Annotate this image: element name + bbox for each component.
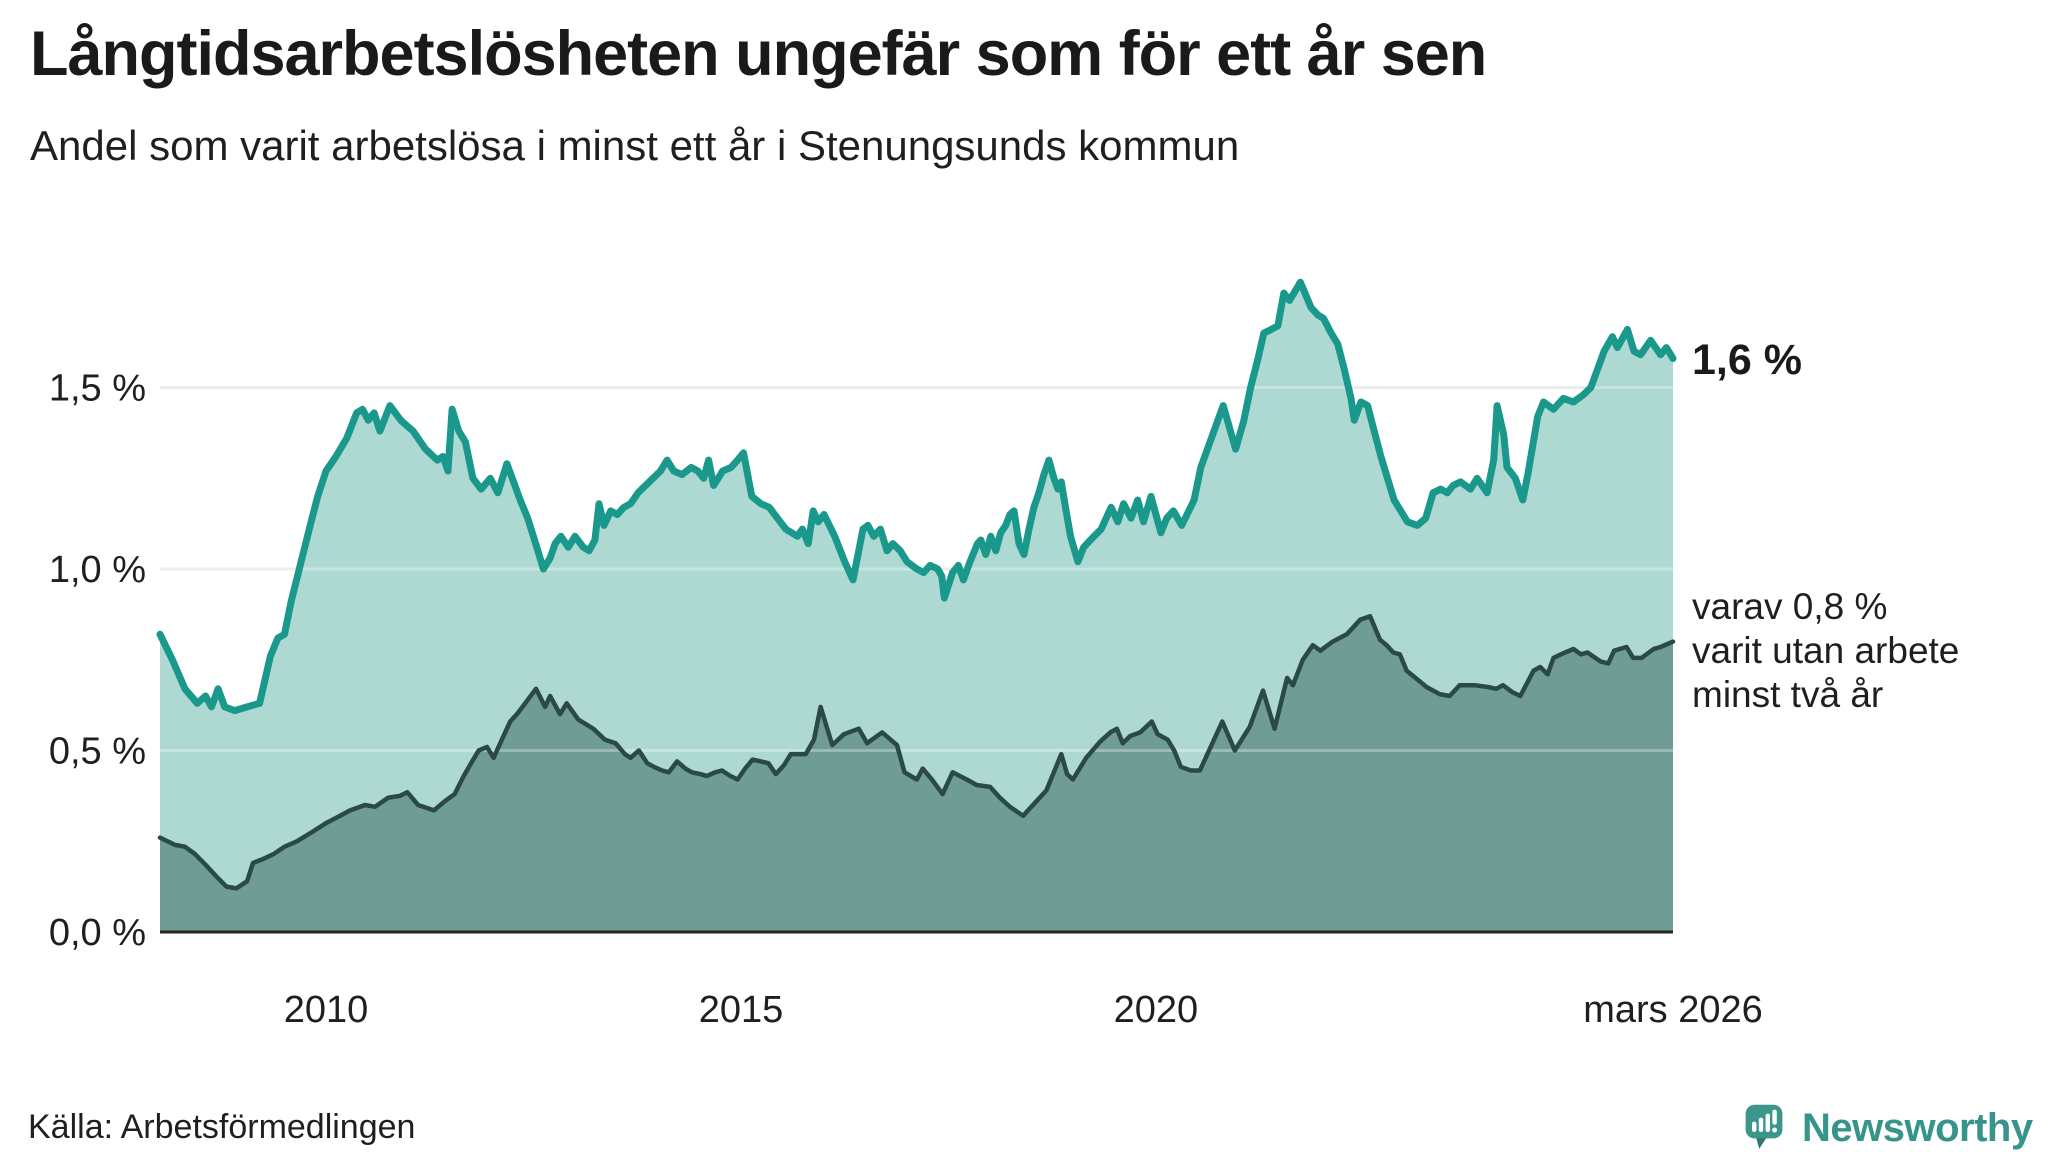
page-title: Långtidsarbetslösheten ungefär som för e… — [30, 19, 1487, 89]
newsworthy-logo-icon — [1745, 1104, 1783, 1149]
y-tick-label: 1,5 % — [49, 368, 146, 410]
page-subtitle: Andel som varit arbetslösa i minst ett å… — [30, 122, 1240, 169]
x-tick-label: 2020 — [1114, 989, 1199, 1031]
y-tick-label: 0,0 % — [49, 912, 146, 954]
source-credit: Källa: Arbetsförmedlingen — [28, 1108, 416, 1146]
x-tick-label: mars 2026 — [1583, 989, 1763, 1031]
secondary-series-note: varav 0,8 % varit utan arbete minst två … — [1692, 585, 1959, 717]
brand-logo-text: Newsworthy — [1802, 1105, 2033, 1150]
x-tick-label: 2010 — [284, 989, 369, 1031]
series-line-minst-ett-ar — [156, 278, 1677, 715]
series-line-minst-tva-ar — [157, 613, 1676, 891]
y-tick-label: 1,0 % — [49, 549, 146, 591]
brand-logo: Newsworthy — [1740, 1104, 2033, 1152]
secondary-note-line-3: minst två år — [1692, 674, 1884, 715]
secondary-note-line-2: varit utan arbete — [1692, 630, 1960, 671]
x-tick-label: 2015 — [699, 989, 784, 1031]
y-tick-label: 0,5 % — [49, 731, 146, 773]
secondary-note-line-1: varav 0,8 % — [1692, 586, 1888, 627]
latest-value-label: 1,6 % — [1692, 336, 1802, 384]
